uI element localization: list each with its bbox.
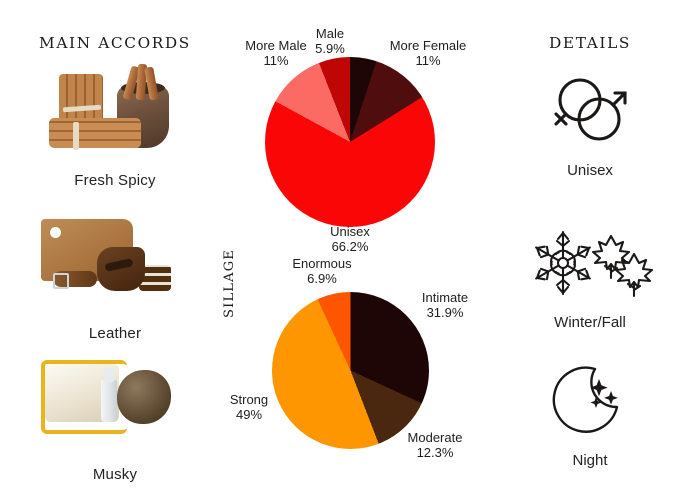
- male-female-symbols-icon: [554, 78, 627, 141]
- buckle-belt-shape: [53, 271, 97, 289]
- accord-item-musky[interactable]: Musky: [0, 356, 230, 483]
- cinnamon-sticks-image: [35, 62, 195, 162]
- leather-sandal-shape: [97, 247, 145, 291]
- accord-label: Musky: [92, 466, 138, 483]
- dropper-bottle-shape: [101, 368, 117, 422]
- details-heading: DETAILS: [549, 34, 631, 52]
- leather-goods-image: [35, 215, 195, 315]
- gender-label-more-female: More Female 11%: [389, 38, 467, 69]
- sillage-axis-label: SILLAGE: [222, 249, 237, 318]
- fur-yellow-edge: [41, 360, 127, 434]
- gender-pie-chart[interactable]: [265, 57, 435, 227]
- accord-label: Leather: [88, 325, 142, 342]
- snowflake-and-maple-leaves-icon: [531, 230, 653, 298]
- crescent-moon-and-stars-icon: [552, 366, 619, 433]
- detail-label: Unisex: [567, 162, 613, 179]
- detail-label: Night: [572, 452, 608, 469]
- unisex-icon-wrap: [480, 66, 700, 156]
- winter-fall-icon-wrap: [480, 218, 700, 308]
- musk-image: [35, 356, 195, 456]
- night-icon-wrap: [480, 356, 700, 446]
- cinnamon-bundle-vertical: [59, 74, 103, 122]
- gender-label-more-male: More Male 11%: [245, 38, 307, 69]
- accord-label: Fresh Spicy: [74, 172, 156, 189]
- detail-item-night[interactable]: Night: [480, 356, 700, 469]
- sillage-label-enormous: Enormous 6.9%: [292, 256, 352, 287]
- sparkle-stars: [590, 379, 618, 408]
- detail-label: Winter/Fall: [554, 314, 626, 331]
- gender-label-unisex: Unisex 66.2%: [330, 224, 370, 255]
- sillage-label-moderate: Moderate 12.3%: [407, 430, 463, 461]
- accord-item-fresh-spicy[interactable]: Fresh Spicy: [0, 62, 230, 189]
- sillage-label-strong: Strong 49%: [229, 392, 269, 423]
- detail-item-winter-fall[interactable]: Winter/Fall: [480, 218, 700, 331]
- twine-tie: [73, 122, 79, 150]
- accord-item-leather[interactable]: Leather: [0, 215, 230, 342]
- sillage-pie-chart[interactable]: [272, 292, 429, 449]
- cinnamon-bundle-horizontal: [49, 118, 141, 148]
- sillage-label-intimate: Intimate 31.9%: [421, 290, 469, 321]
- sillage-pie-slices: [272, 292, 429, 449]
- musk-pod-shape: [117, 370, 171, 424]
- gender-pie-slices: [265, 57, 435, 227]
- detail-item-unisex[interactable]: Unisex: [480, 66, 700, 179]
- main-accords-heading: MAIN ACCORDS: [39, 34, 191, 52]
- gender-label-male: Male 5.9%: [315, 26, 345, 57]
